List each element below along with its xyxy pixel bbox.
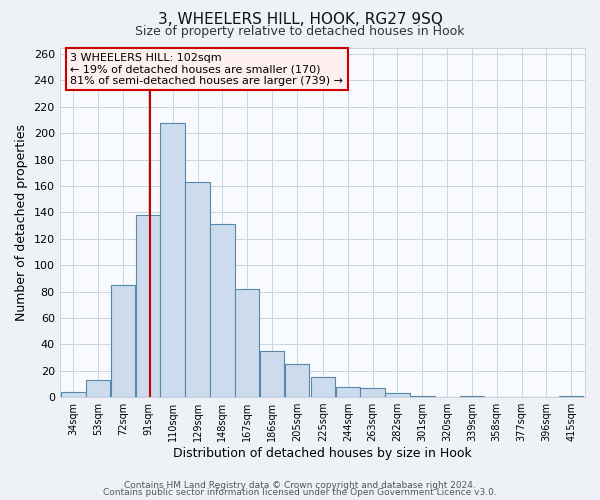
Bar	[210, 224, 235, 397]
Bar	[260, 351, 284, 397]
Bar	[335, 386, 360, 397]
Text: Size of property relative to detached houses in Hook: Size of property relative to detached ho…	[135, 25, 465, 38]
Text: 3, WHEELERS HILL, HOOK, RG27 9SQ: 3, WHEELERS HILL, HOOK, RG27 9SQ	[158, 12, 442, 28]
Bar	[235, 289, 259, 397]
Bar	[385, 393, 410, 397]
Bar	[160, 122, 185, 397]
X-axis label: Distribution of detached houses by size in Hook: Distribution of detached houses by size …	[173, 447, 472, 460]
Bar	[311, 378, 335, 397]
Bar	[460, 396, 484, 397]
Text: Contains HM Land Registry data © Crown copyright and database right 2024.: Contains HM Land Registry data © Crown c…	[124, 480, 476, 490]
Bar	[111, 285, 135, 397]
Y-axis label: Number of detached properties: Number of detached properties	[15, 124, 28, 321]
Bar	[86, 380, 110, 397]
Text: 3 WHEELERS HILL: 102sqm
← 19% of detached houses are smaller (170)
81% of semi-d: 3 WHEELERS HILL: 102sqm ← 19% of detache…	[70, 52, 343, 86]
Text: Contains public sector information licensed under the Open Government Licence v3: Contains public sector information licen…	[103, 488, 497, 497]
Bar	[559, 396, 583, 397]
Bar	[136, 215, 160, 397]
Bar	[410, 396, 434, 397]
Bar	[61, 392, 86, 397]
Bar	[284, 364, 309, 397]
Bar	[361, 388, 385, 397]
Bar	[185, 182, 210, 397]
